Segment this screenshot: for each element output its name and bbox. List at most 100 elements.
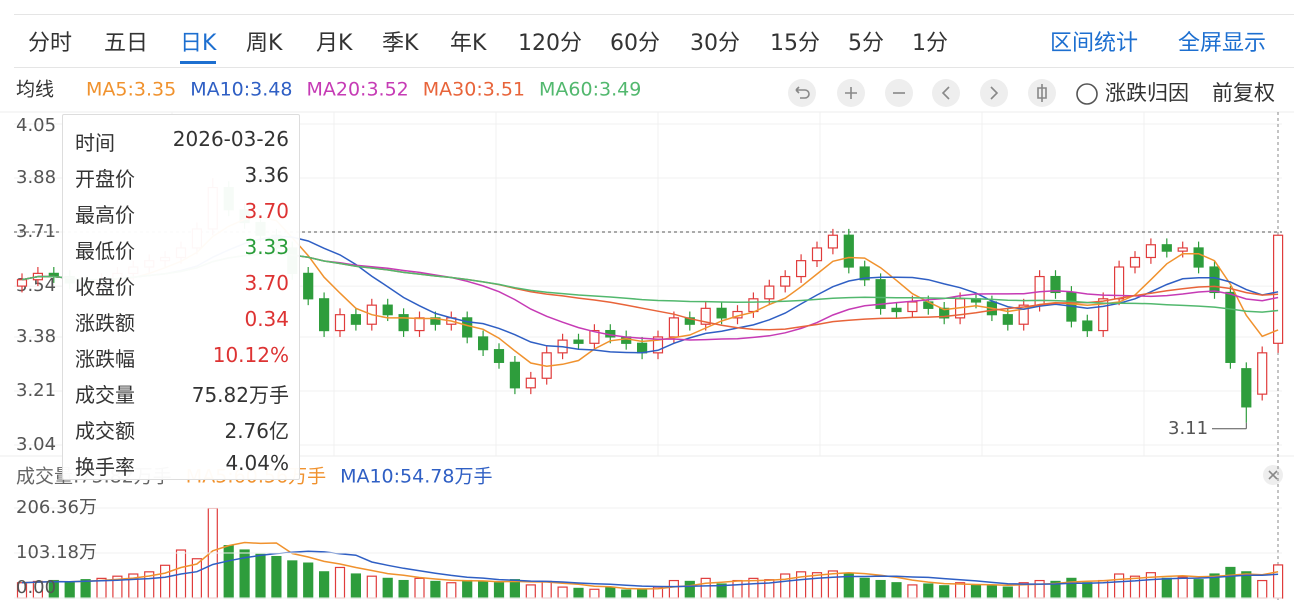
option[interactable]: 涨跌归因 — [1105, 81, 1189, 105]
right-button[interactable] — [980, 79, 1008, 107]
volume-bar — [414, 577, 425, 599]
volume-bar — [493, 582, 505, 599]
tooltip-row: 成交额 2.76亿 — [75, 415, 289, 444]
tooltip-value: 4.04% — [225, 451, 289, 475]
candle-body — [668, 317, 680, 338]
undo-button[interactable] — [788, 79, 816, 107]
tab[interactable]: 五日 — [104, 31, 149, 56]
volume-bar — [1129, 575, 1141, 599]
volume-bar — [891, 582, 902, 599]
candle-body — [462, 317, 473, 338]
candle-body — [1145, 244, 1157, 259]
volume-bar — [319, 571, 330, 599]
tab[interactable]: 日K — [180, 25, 217, 64]
tooltip-row: 涨跌额 0.34 — [75, 307, 289, 336]
tab[interactable]: 15分 — [770, 31, 820, 56]
tooltip-value: 10.12% — [212, 343, 289, 367]
volume-bar — [954, 582, 966, 599]
radio[interactable] — [1076, 83, 1098, 105]
volume-bar — [939, 585, 950, 599]
candle-body — [795, 260, 807, 278]
tooltip-value: 3.70 — [244, 271, 289, 295]
tooltip-row: 最高价 3.70 — [75, 199, 289, 228]
annotation: 3.11 — [1168, 418, 1208, 439]
volume-bar — [1082, 582, 1093, 599]
tab[interactable]: 1分 — [912, 31, 948, 56]
toolbar — [788, 79, 1283, 485]
tooltip-label: 成交量 — [75, 383, 135, 407]
tab[interactable]: 年K — [450, 31, 487, 56]
tab[interactable]: 120分 — [518, 31, 582, 56]
volume-bar — [303, 562, 314, 599]
candle-body — [939, 307, 950, 319]
volume-bar — [1113, 573, 1125, 599]
volume-bar — [811, 572, 823, 599]
volume-bar — [986, 585, 998, 599]
action[interactable]: 区间统计 — [1050, 31, 1139, 56]
candle-body — [493, 349, 505, 363]
y-tick-label: 3.38 — [16, 326, 56, 347]
candle-body — [1161, 244, 1172, 252]
tooltip-value: 2.76亿 — [224, 419, 289, 443]
tooltip-label: 最低价 — [75, 239, 135, 263]
y-tick-label: 3.71 — [16, 221, 56, 242]
ma-line — [21, 541, 1279, 590]
volume-bar — [621, 589, 632, 599]
y-tick-label: 3.04 — [16, 434, 56, 455]
tooltip-value: 3.70 — [244, 199, 289, 223]
tab[interactable]: 季K — [382, 31, 419, 56]
candle-body — [716, 307, 727, 319]
candle-body — [525, 377, 536, 389]
tab[interactable]: 周K — [246, 31, 283, 56]
candle-body — [319, 298, 330, 332]
volume-bar — [907, 584, 918, 599]
candle-body — [1113, 266, 1125, 300]
ma-title: 均线 — [16, 79, 54, 101]
candle-body — [1241, 368, 1252, 408]
tab[interactable]: 30分 — [690, 31, 740, 56]
candle-body — [1177, 247, 1188, 252]
action[interactable]: 全屏显示 — [1178, 31, 1267, 56]
volume-bar — [525, 584, 536, 599]
volume-bar — [1272, 564, 1284, 599]
candle-body — [684, 317, 695, 325]
volume-bar — [350, 573, 361, 599]
tab[interactable]: 分时 — [28, 31, 73, 56]
tab[interactable]: 月K — [316, 31, 353, 56]
tooltip-value: 2026-03-26 — [172, 127, 289, 151]
volume-bar — [1161, 577, 1172, 599]
tooltip: 时间 2026-03-26 开盘价 3.36 最高价 3.70 最低价 3.33 收盘价 3.70… — [62, 114, 300, 480]
volume-bar — [557, 586, 568, 599]
y-tick-label: 3.88 — [16, 167, 56, 188]
candle-body — [1050, 275, 1061, 294]
volume-bar — [795, 571, 807, 599]
candle-body — [1209, 266, 1220, 294]
tooltip-label: 开盘价 — [75, 167, 135, 191]
volume-bar — [334, 566, 346, 599]
volume-bar — [636, 588, 648, 599]
tooltip-label: 最高价 — [75, 203, 135, 227]
option[interactable]: 前复权 — [1212, 81, 1275, 105]
tab[interactable]: 60分 — [610, 31, 660, 56]
candle-body — [636, 342, 648, 354]
candle-body — [891, 307, 902, 313]
tab[interactable]: 5分 — [848, 31, 884, 56]
volume-bar — [1193, 579, 1204, 599]
candle-body — [780, 275, 791, 287]
candle-body — [652, 336, 664, 354]
ma-line — [21, 550, 1279, 588]
left-button[interactable] — [932, 79, 960, 107]
tooltip-row: 收盘价 3.70 — [75, 271, 289, 300]
candle-body — [1272, 234, 1284, 344]
tooltip-value: 0.34 — [244, 307, 289, 331]
candle-body — [16, 279, 28, 287]
volume-bar — [509, 579, 520, 599]
volume-bar — [875, 579, 886, 599]
volume-bar — [271, 555, 282, 599]
volume-bar — [462, 579, 473, 599]
candle-body — [1129, 256, 1141, 268]
tooltip-row: 成交量 75.82万手 — [75, 379, 289, 408]
volume-bar — [398, 579, 409, 599]
candle-body — [827, 234, 839, 249]
